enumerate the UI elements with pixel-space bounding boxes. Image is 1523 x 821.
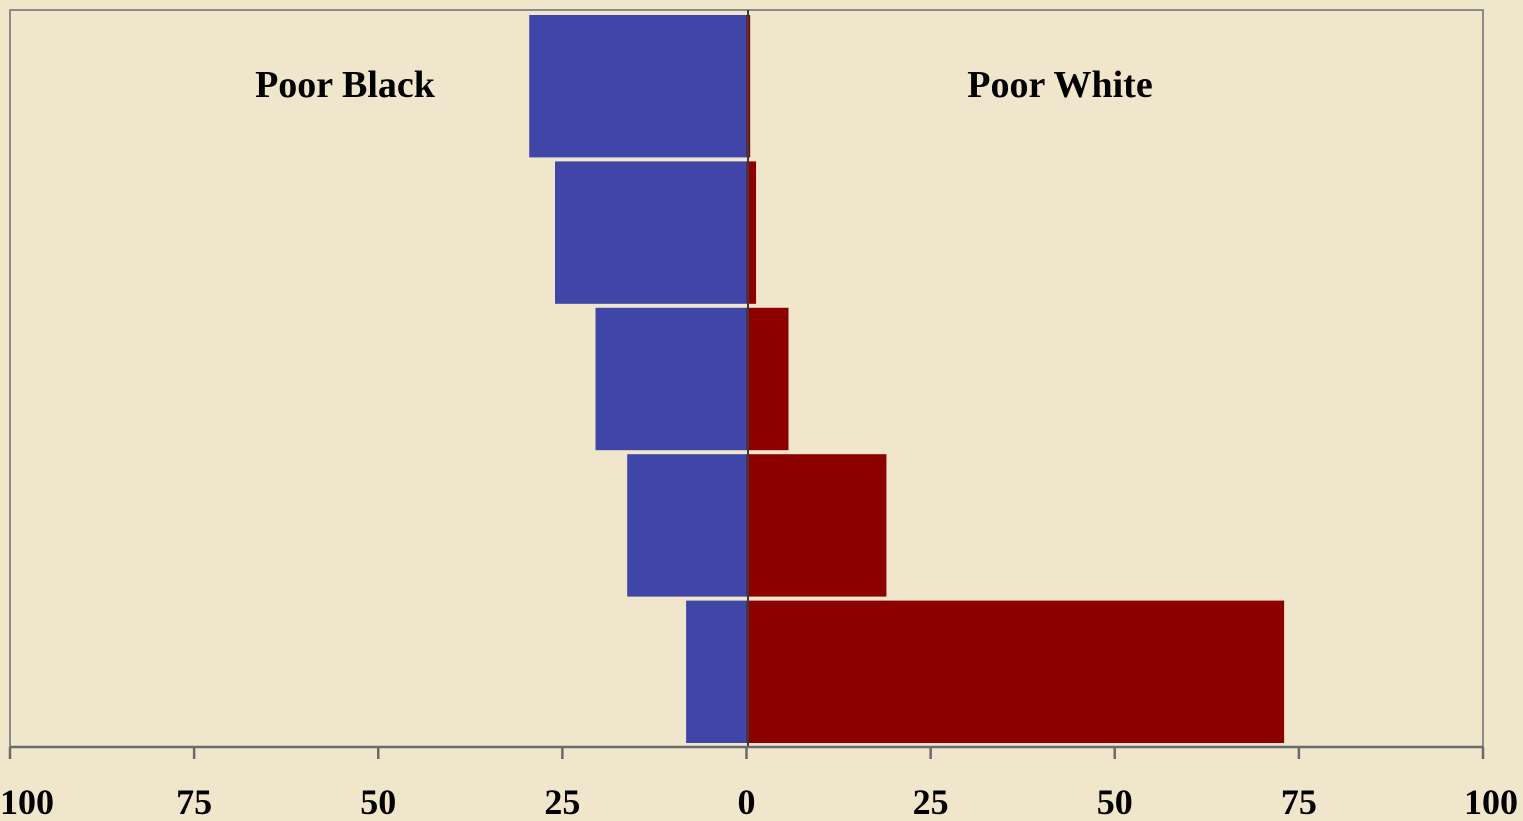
bar-poor-white-4 (746, 454, 887, 597)
bar-poor-black-4 (627, 454, 747, 597)
bar-poor-black-1 (529, 15, 747, 158)
x-tick-label-4: 25 (544, 782, 580, 821)
x-tick-label-3: 50 (360, 782, 396, 821)
x-axis-tick-labels: 100 75 50 25 0 25 50 75 100 (0, 782, 1518, 821)
x-tick-label-7: 50 (1097, 782, 1133, 821)
bar-poor-black-5 (686, 600, 747, 743)
x-axis-ticks (8, 747, 1485, 759)
x-tick-label-1: 100 (0, 782, 54, 821)
x-tick-label-5: 0 (738, 782, 756, 821)
legend-label-poor-black: Poor Black (255, 64, 436, 106)
bar-poor-white-2 (746, 161, 757, 304)
x-tick-label-8: 75 (1281, 782, 1317, 821)
bars-group (529, 15, 1285, 743)
bar-poor-black-2 (555, 161, 747, 304)
bar-poor-white-5 (746, 600, 1285, 743)
bar-poor-black-3 (595, 307, 747, 451)
bar-poor-white-3 (746, 307, 789, 451)
x-tick-label-9: 100 (1464, 782, 1518, 821)
x-tick-label-6: 25 (913, 782, 949, 821)
legend-label-poor-white: Poor White (967, 64, 1152, 106)
x-tick-label-2: 75 (176, 782, 212, 821)
